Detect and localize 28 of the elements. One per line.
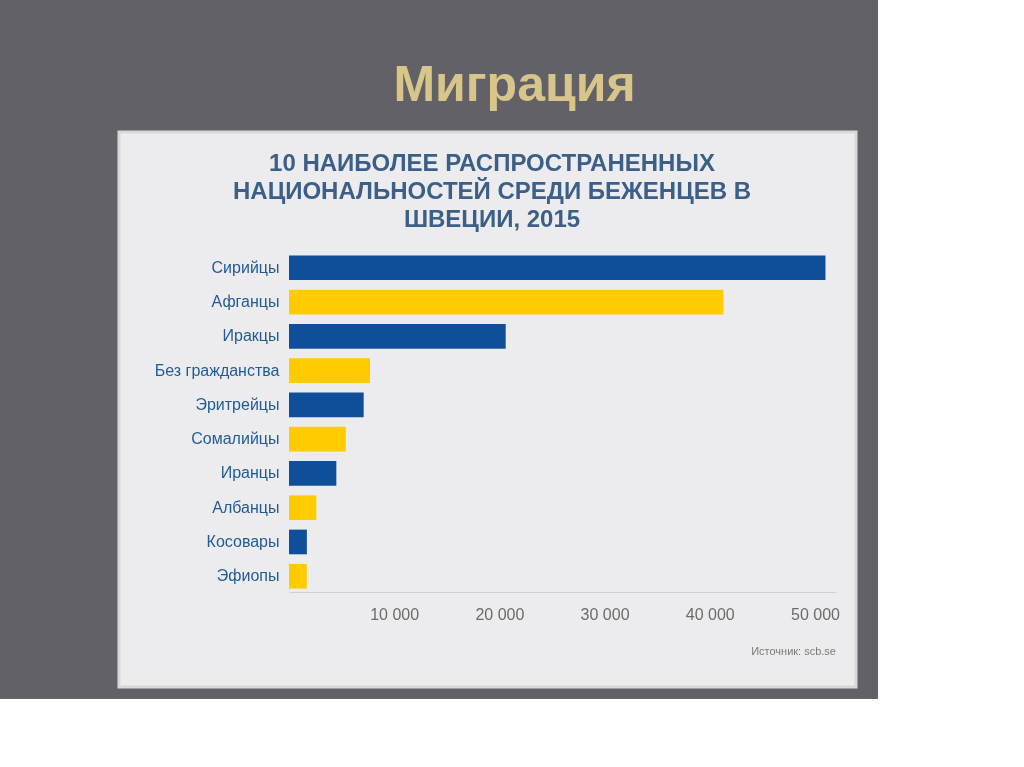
x-tick-label: 10 000 (370, 605, 420, 623)
chart-subtitle: 10 НАИБОЛЕЕ РАСПРОСТРАНЕННЫХ НАЦИОНАЛЬНОСТЕЙ СРЕДИ БЕЖЕНЦЕВ В ШВЕЦИИ, 2015 (232, 149, 752, 232)
y-tick-label: Сомалийцы (191, 430, 280, 448)
y-tick-label: Эфиопы (216, 567, 280, 585)
bar (289, 289, 724, 315)
bar (289, 563, 307, 589)
y-tick-label: Косовары (206, 532, 280, 550)
text: Источник: scb.se (751, 645, 836, 657)
bar (289, 461, 337, 486)
x-tick-label: 40 000 (685, 605, 735, 623)
y-tick-label: Афганцы (211, 293, 280, 311)
bar (289, 358, 370, 383)
bar (289, 426, 346, 452)
x-tick-label: 50 000 (790, 605, 841, 623)
y-tick-label: Сирийцы (211, 258, 280, 276)
y-tick-label: Без гражданства (154, 361, 280, 379)
bar (289, 323, 506, 349)
bar (289, 255, 826, 281)
x-tick-label: 20 000 (475, 605, 525, 623)
bar (289, 392, 364, 418)
bar (289, 529, 307, 555)
bar (289, 495, 317, 521)
y-tick-label: Эритрейцы (195, 395, 280, 413)
y-tick-label: Албанцы (212, 498, 280, 516)
y-tick-label: Иранцы (220, 464, 280, 482)
y-tick-label: Иракцы (222, 327, 280, 345)
chart-title: Миграция (393, 55, 636, 112)
x-tick-label: 30 000 (580, 605, 630, 623)
